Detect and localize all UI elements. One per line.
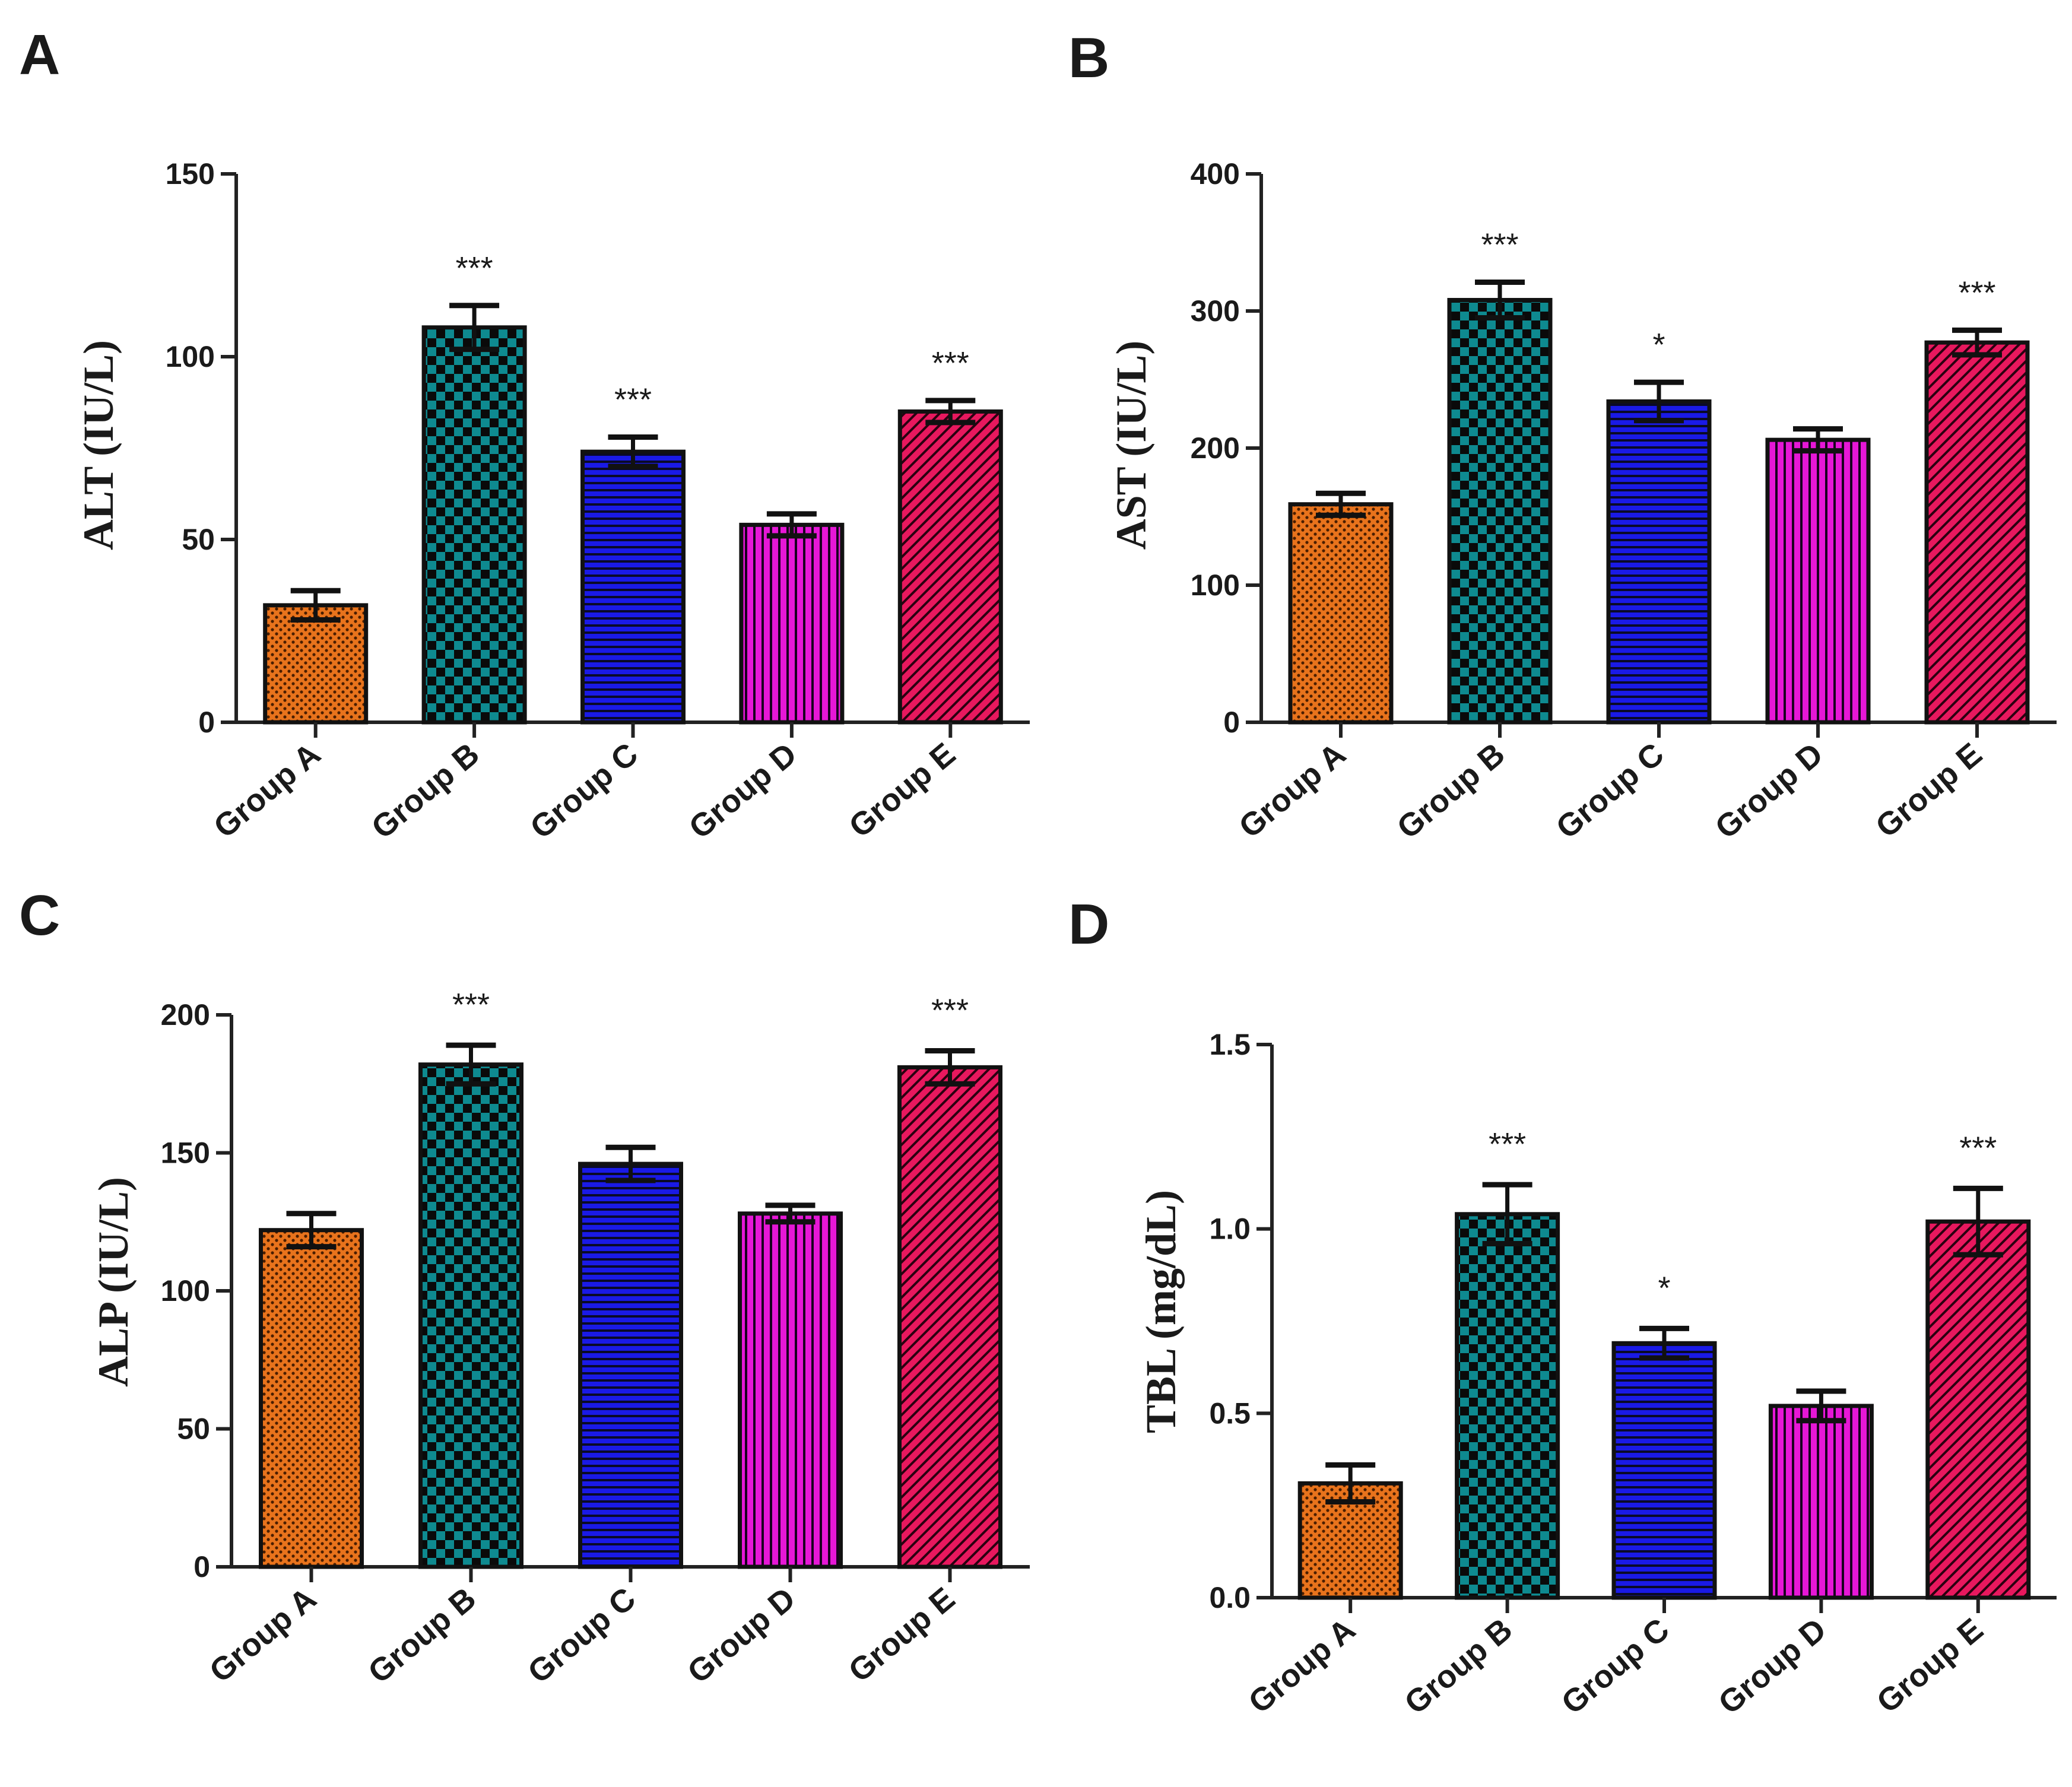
- bar: [421, 325, 527, 725]
- y-tick-label: 300: [1191, 294, 1240, 328]
- y-tick-label: 100: [161, 1274, 210, 1307]
- y-tick-label: 50: [177, 1413, 210, 1446]
- panel-b: B AST (IU/L) 0 100 200 300 400 Group A *** Grou…: [1068, 26, 2057, 846]
- bar: [259, 1228, 364, 1569]
- significance-label: *: [1658, 1270, 1670, 1306]
- bar: [738, 1211, 843, 1569]
- x-tick-label: Group E: [842, 736, 962, 845]
- y-tick-label: 150: [161, 1137, 210, 1170]
- bar: [418, 1062, 523, 1569]
- bar: [1765, 437, 1871, 725]
- x-tick-label: Group C: [1550, 736, 1671, 846]
- panel-letter-a: A: [19, 23, 60, 87]
- significance-label: ***: [452, 987, 490, 1023]
- y-tick-label: 200: [161, 998, 210, 1031]
- plot-area-a: 0 50 100 150 Group A *** Group B *** Group C Grou…: [166, 157, 1030, 846]
- x-tick-label: Group C: [1555, 1611, 1676, 1721]
- y-axis-title-a: ALT (IU/L): [75, 340, 122, 550]
- x-tick-label: Group A: [203, 1580, 323, 1690]
- y-tick-label: 200: [1191, 431, 1240, 465]
- y-tick-label: 400: [1191, 157, 1240, 191]
- significance-label: ***: [1489, 1126, 1526, 1162]
- y-tick-label: 50: [182, 523, 215, 556]
- significance-label: ***: [931, 992, 969, 1028]
- y-tick-label: 100: [1191, 569, 1240, 602]
- panel-letter-b: B: [1068, 26, 1109, 90]
- panel-letter-c: C: [19, 884, 60, 947]
- y-tick-label: 1.0: [1209, 1213, 1251, 1246]
- x-tick-label: Group D: [681, 1580, 802, 1690]
- plot-area-b: 0 100 200 300 400 Group A *** Group B * Group C Gr…: [1191, 157, 2057, 846]
- bar: [1611, 1341, 1717, 1600]
- y-tick-label: 0: [193, 1550, 210, 1583]
- x-tick-label: Group E: [1870, 1611, 1990, 1720]
- bar: [263, 603, 369, 725]
- plot-area-d: 0.0 0.5 1.0 1.5 Group A *** Group B * Group C Gro…: [1209, 1028, 2057, 1721]
- y-tick-label: 0.0: [1209, 1581, 1251, 1614]
- bar: [739, 522, 845, 725]
- x-tick-label: Group E: [842, 1580, 962, 1689]
- plot-area-c: 0 50 100 150 200 Group A *** Group B Group C Grou…: [161, 987, 1030, 1690]
- y-tick-label: 1.5: [1209, 1028, 1251, 1061]
- x-tick-label: Group B: [1398, 1611, 1519, 1721]
- bar: [1606, 399, 1712, 725]
- bar: [1455, 1212, 1560, 1600]
- y-tick-label: 0.5: [1209, 1396, 1251, 1430]
- bar: [897, 409, 1003, 725]
- bar: [897, 1065, 1002, 1569]
- x-tick-label: Group A: [1242, 1611, 1362, 1721]
- bar: [1768, 1404, 1874, 1600]
- y-axis-title-c: ALP (IU/L): [90, 1177, 137, 1387]
- bar: [580, 449, 686, 725]
- x-tick-label: Group D: [1709, 736, 1830, 846]
- panel-a: A ALT (IU/L) 0 50 100 150 Group A *** Group B *…: [19, 23, 1030, 846]
- x-tick-label: Group B: [361, 1580, 483, 1690]
- significance-label: ***: [614, 382, 652, 418]
- x-tick-label: Group D: [683, 736, 804, 846]
- bar: [1925, 1219, 2031, 1600]
- panel-d: D TBL (mg/dL) 0.0 0.5 1.0 1.5 Group A *** Grou…: [1068, 893, 2057, 1721]
- significance-label: ***: [932, 345, 969, 381]
- x-tick-label: Group A: [207, 736, 327, 845]
- bar: [1288, 502, 1394, 725]
- x-tick-label: Group B: [365, 736, 486, 846]
- x-tick-label: Group C: [521, 1580, 642, 1690]
- bar: [578, 1161, 683, 1569]
- y-tick-label: 150: [166, 157, 215, 191]
- y-tick-label: 100: [166, 340, 215, 373]
- panel-letter-d: D: [1068, 893, 1109, 956]
- significance-label: ***: [456, 250, 493, 286]
- significance-label: ***: [1481, 227, 1518, 262]
- x-tick-label: Group C: [523, 736, 645, 846]
- y-axis-title-d: TBL (mg/dL): [1137, 1190, 1185, 1433]
- significance-label: *: [1652, 327, 1665, 363]
- y-axis-title-b: AST (IU/L): [1108, 341, 1155, 550]
- bar: [1924, 340, 2030, 725]
- y-tick-label: 0: [1223, 706, 1240, 739]
- panel-c: C ALP (IU/L) 0 50 100 150 200 Group A *** Group…: [19, 884, 1030, 1690]
- x-tick-label: Group A: [1232, 736, 1352, 845]
- y-tick-label: 0: [198, 706, 215, 739]
- significance-label: ***: [1959, 1130, 1997, 1166]
- x-tick-label: Group D: [1712, 1611, 1833, 1721]
- significance-label: ***: [1958, 275, 1995, 310]
- x-tick-label: Group B: [1391, 736, 1512, 846]
- bar: [1447, 298, 1553, 725]
- x-tick-label: Group E: [1869, 736, 1989, 845]
